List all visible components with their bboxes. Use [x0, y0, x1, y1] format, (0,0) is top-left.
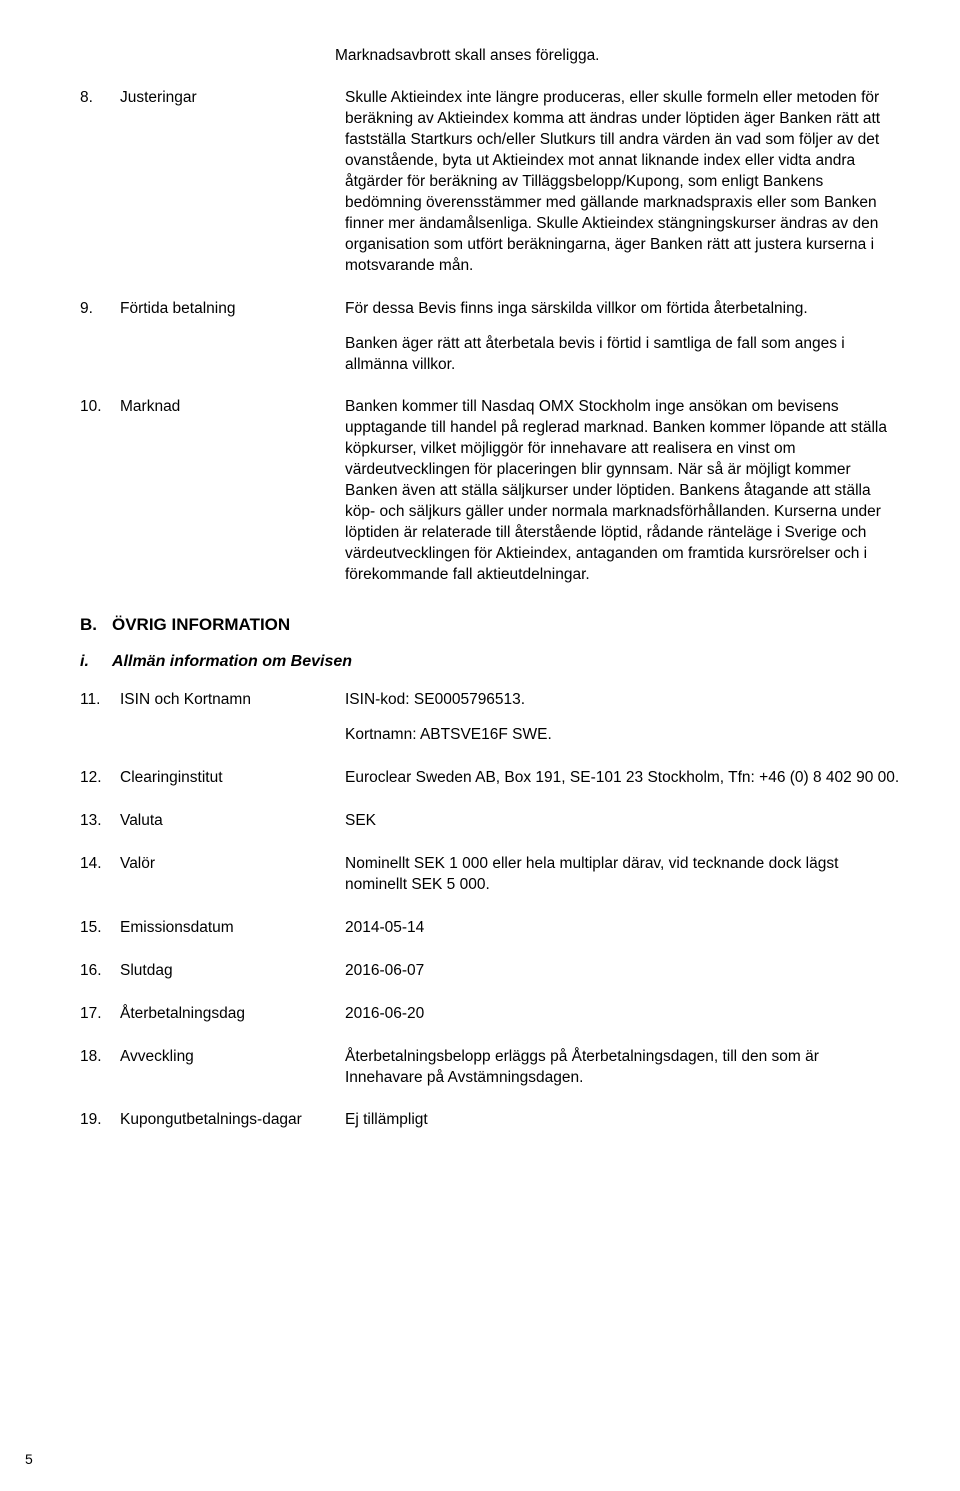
item-number: 19. [80, 1110, 120, 1131]
list-item: 11.ISIN och KortnamnISIN-kod: SE00057965… [80, 690, 900, 746]
item-paragraph: Återbetalningsbelopp erläggs på Återbeta… [345, 1047, 900, 1089]
item-body: 2014-05-14 [345, 918, 900, 939]
item-paragraph: Euroclear Sweden AB, Box 191, SE-101 23 … [345, 768, 900, 789]
section-b-title: ÖVRIG INFORMATION [112, 615, 290, 634]
item-paragraph: Nominellt SEK 1 000 eller hela multiplar… [345, 854, 900, 896]
item-label: Clearinginstitut [120, 768, 345, 789]
item-label: Emissionsdatum [120, 918, 345, 939]
item-label: Kupongutbetalnings-dagar [120, 1110, 345, 1131]
list-item: 10.MarknadBanken kommer till Nasdaq OMX … [80, 397, 900, 585]
item-paragraph: 2014-05-14 [345, 918, 900, 939]
item-paragraph: ISIN-kod: SE0005796513. [345, 690, 900, 711]
list-item: 15.Emissionsdatum2014-05-14 [80, 918, 900, 939]
list-item: 18.AvvecklingÅterbetalningsbelopp erlägg… [80, 1047, 900, 1089]
item-body: 2016-06-20 [345, 1004, 900, 1025]
item-number: 11. [80, 690, 120, 746]
item-paragraph: Ej tillämpligt [345, 1110, 900, 1131]
item-label: Marknad [120, 397, 345, 585]
list-item: 19.Kupongutbetalnings-dagarEj tillämplig… [80, 1110, 900, 1131]
item-number: 13. [80, 811, 120, 832]
item-paragraph: Banken kommer till Nasdaq OMX Stockholm … [345, 397, 900, 585]
item-paragraph: 2016-06-20 [345, 1004, 900, 1025]
item-body: Återbetalningsbelopp erläggs på Återbeta… [345, 1047, 900, 1089]
item-body: För dessa Bevis finns inga särskilda vil… [345, 299, 900, 376]
list-item: 14.ValörNominellt SEK 1 000 eller hela m… [80, 854, 900, 896]
item-paragraph: SEK [345, 811, 900, 832]
subsection-i: i.Allmän information om Bevisen [80, 651, 900, 673]
subsection-i-title: Allmän information om Bevisen [112, 653, 352, 670]
item-body: Banken kommer till Nasdaq OMX Stockholm … [345, 397, 900, 585]
item-paragraph: 2016-06-07 [345, 961, 900, 982]
item-body: Skulle Aktieindex inte längre produceras… [345, 88, 900, 276]
page-number: 5 [25, 1450, 33, 1469]
item-label: Slutdag [120, 961, 345, 982]
item-number: 10. [80, 397, 120, 585]
item-body: Nominellt SEK 1 000 eller hela multiplar… [345, 854, 900, 896]
item-label: Avveckling [120, 1047, 345, 1089]
items-list-a: 8.JusteringarSkulle Aktieindex inte läng… [80, 88, 900, 585]
list-item: 16.Slutdag2016-06-07 [80, 961, 900, 982]
item-body: ISIN-kod: SE0005796513. Kortnamn: ABTSVE1… [345, 690, 900, 746]
item-body: Euroclear Sweden AB, Box 191, SE-101 23 … [345, 768, 900, 789]
item-label: Förtida betalning [120, 299, 345, 376]
lead-paragraph: Marknadsavbrott skall anses föreligga. [335, 46, 900, 67]
list-item: 17.Återbetalningsdag2016-06-20 [80, 1004, 900, 1025]
item-number: 8. [80, 88, 120, 276]
item-number: 12. [80, 768, 120, 789]
items-list-b: 11.ISIN och KortnamnISIN-kod: SE00057965… [80, 690, 900, 1131]
item-paragraph: Kortnamn: ABTSVE16F SWE. [345, 725, 900, 746]
list-item: 13.ValutaSEK [80, 811, 900, 832]
item-label: Valuta [120, 811, 345, 832]
section-b-letter: B. [80, 614, 112, 637]
item-number: 14. [80, 854, 120, 896]
item-paragraph: Banken äger rätt att återbetala bevis i … [345, 334, 900, 376]
item-number: 18. [80, 1047, 120, 1089]
item-body: SEK [345, 811, 900, 832]
item-label: Justeringar [120, 88, 345, 276]
list-item: 8.JusteringarSkulle Aktieindex inte läng… [80, 88, 900, 276]
item-label: ISIN och Kortnamn [120, 690, 345, 746]
list-item: 12.ClearinginstitutEuroclear Sweden AB, … [80, 768, 900, 789]
item-label: Återbetalningsdag [120, 1004, 345, 1025]
item-number: 16. [80, 961, 120, 982]
item-paragraph: För dessa Bevis finns inga särskilda vil… [345, 299, 900, 320]
list-item: 9.Förtida betalningFör dessa Bevis finns… [80, 299, 900, 376]
subsection-i-letter: i. [80, 651, 112, 673]
item-body: Ej tillämpligt [345, 1110, 900, 1131]
item-paragraph: Skulle Aktieindex inte längre produceras… [345, 88, 900, 276]
document-page: Marknadsavbrott skall anses föreligga. 8… [0, 0, 960, 1491]
item-label: Valör [120, 854, 345, 896]
item-body: 2016-06-07 [345, 961, 900, 982]
item-number: 15. [80, 918, 120, 939]
section-b-header: B.ÖVRIG INFORMATION [80, 614, 900, 637]
item-number: 9. [80, 299, 120, 376]
item-number: 17. [80, 1004, 120, 1025]
